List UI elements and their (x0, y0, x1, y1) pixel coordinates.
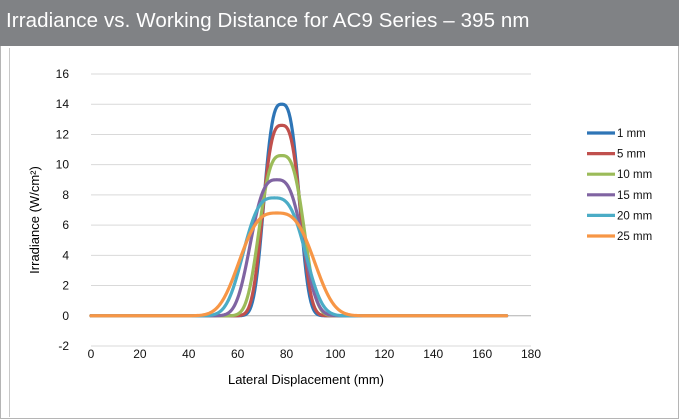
series-lines (89, 102, 509, 318)
legend-label: 5 mm (617, 149, 646, 161)
y-tick-label: 10 (56, 158, 70, 172)
x-tick-label: 0 (88, 347, 95, 361)
x-axis-title: Lateral Displacement (mm) (228, 372, 384, 387)
x-tick-label: 60 (231, 347, 245, 361)
legend-label: 15 mm (617, 190, 652, 202)
x-tick-label: 140 (423, 347, 443, 361)
figure-header: Irradiance vs. Working Distance for AC9 … (0, 0, 679, 46)
x-tick-label: 160 (472, 347, 492, 361)
y-tick-label: 8 (62, 188, 69, 202)
legend-label: 25 mm (617, 231, 652, 243)
x-tick-label: 20 (133, 347, 147, 361)
gridlines (91, 73, 531, 347)
y-axis-title: Irradiance (W/cm²) (27, 166, 42, 274)
y-tick-label: 4 (62, 248, 69, 262)
y-tick-label: 0 (62, 309, 69, 323)
x-tick-label: 80 (280, 347, 294, 361)
legend-label: 10 mm (617, 169, 652, 181)
x-tick-label: 120 (374, 347, 394, 361)
chart-title: Irradiance vs. Working Distance for AC9 … (6, 9, 530, 32)
legend: 1 mm 5 mm 10 mm 15 mm 20 mm 25 mm (587, 128, 652, 243)
x-tick-label: 180 (521, 347, 541, 361)
y-tick-label: -2 (58, 339, 69, 353)
series-line-25-mm (89, 211, 509, 318)
y-tick-label: 6 (62, 218, 69, 232)
y-tick-label: 12 (56, 127, 70, 141)
legend-label: 1 mm (617, 128, 646, 140)
legend-label: 20 mm (617, 210, 652, 222)
x-tick-label: 40 (182, 347, 196, 361)
y-tick-label: 16 (56, 67, 70, 81)
y-tick-label: 2 (62, 279, 69, 293)
y-tick-label: 14 (56, 97, 70, 111)
series-line-1-mm (89, 102, 509, 318)
plot-panel: -2 0 2 4 6 8 10 12 14 16 0 20 40 60 80 100 120 140 160 180 … (9, 48, 678, 417)
x-tick-label: 100 (325, 347, 345, 361)
